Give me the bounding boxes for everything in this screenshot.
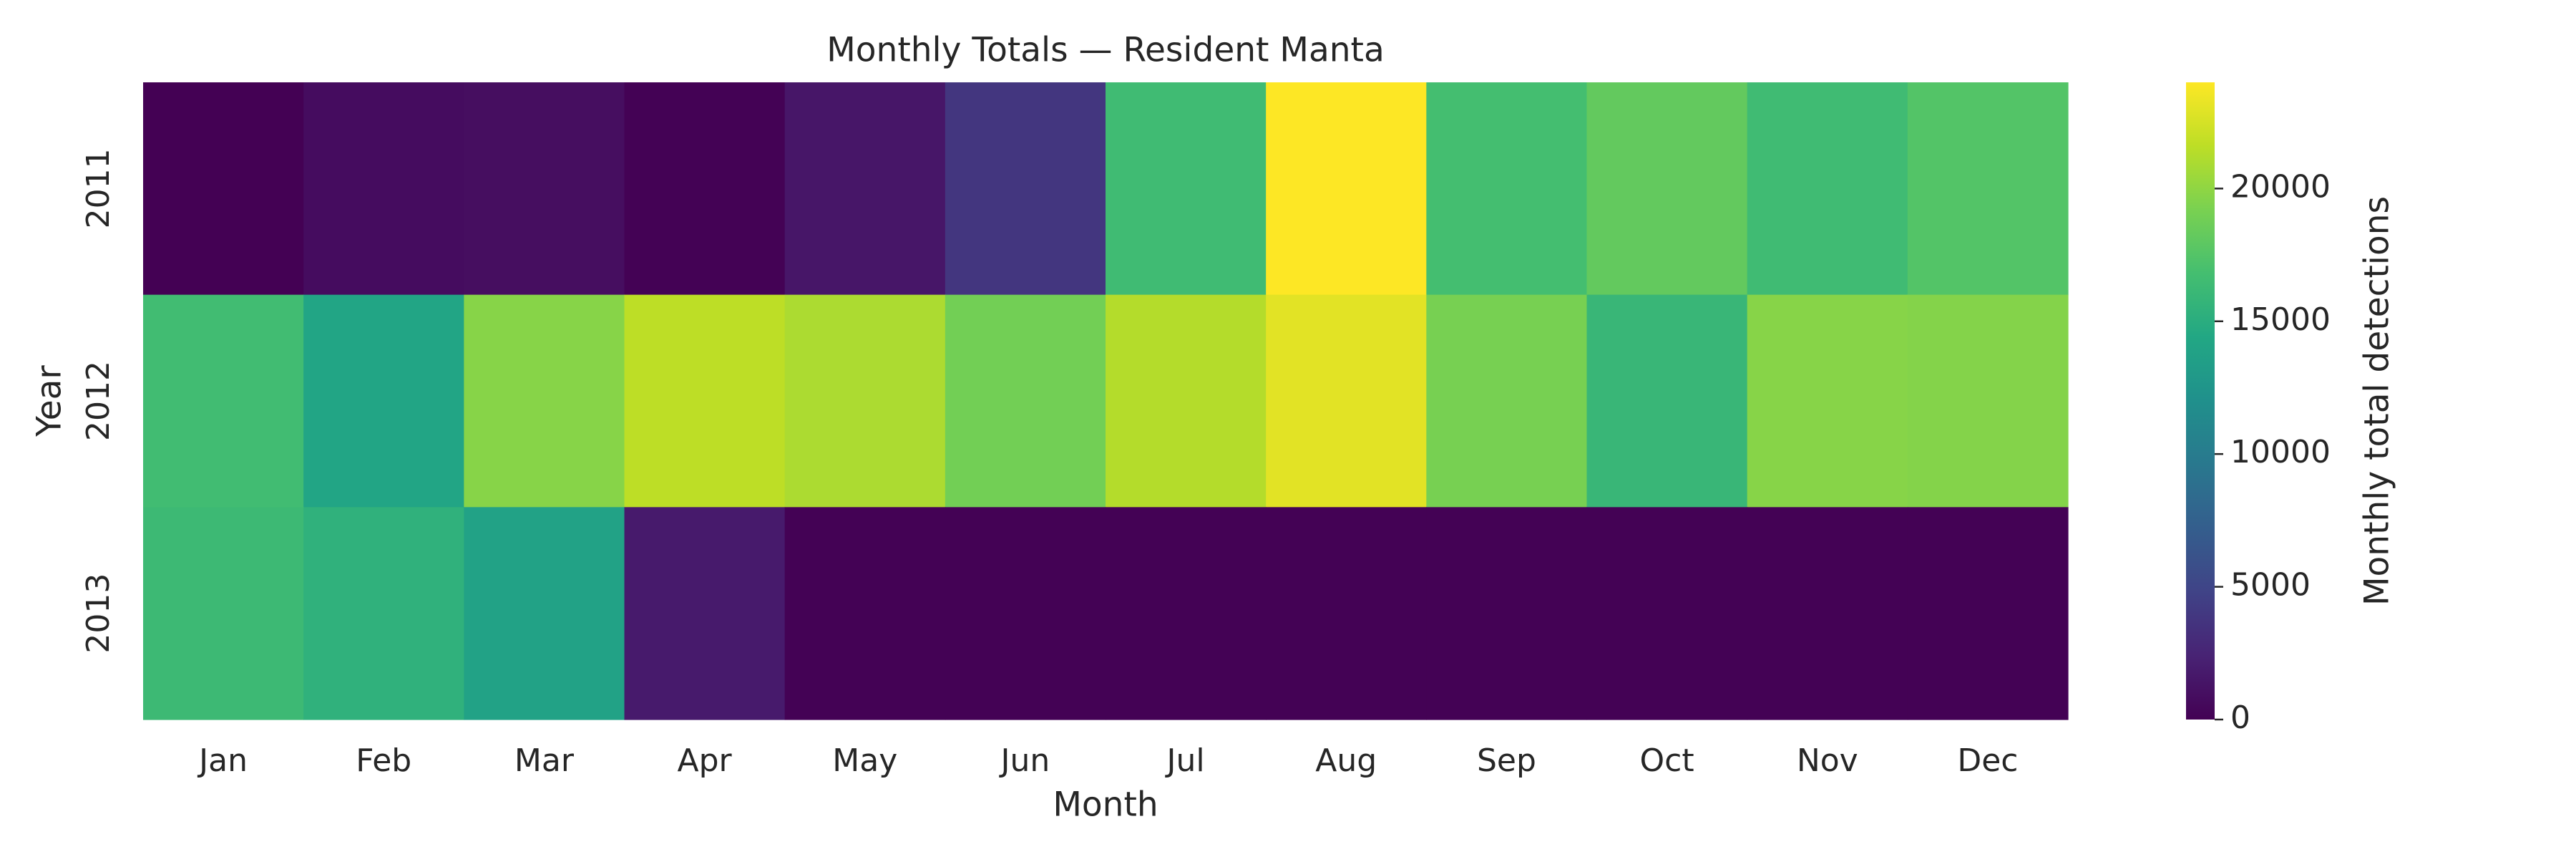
heatmap-cell-2012-jun <box>945 294 1106 508</box>
heatmap-cell-2013-nov <box>1747 507 1908 720</box>
chart-title: Monthly Totals — Resident Manta <box>826 31 1385 70</box>
heatmap-cell-2011-dec <box>1907 82 2069 296</box>
heatmap-cell-2011-feb <box>303 82 464 296</box>
heatmap-cell-2011-sep <box>1426 82 1588 296</box>
heatmap-cell-2011-jun <box>945 82 1106 296</box>
x-tick-label-feb: Feb <box>356 742 411 779</box>
heatmap-cell-2013-mar <box>464 507 625 720</box>
heatmap-cell-2013-dec <box>1907 507 2069 720</box>
heatmap-cell-2012-oct <box>1586 294 1748 508</box>
colorbar: 0 5000 10000 15000 20000 Monthly total detec… <box>2186 82 2397 736</box>
heatmap-cell-2013-oct <box>1586 507 1748 720</box>
x-tick-label-oct: Oct <box>1640 742 1694 779</box>
heatmap-cell-2012-nov <box>1747 294 1908 508</box>
heatmap-cell-2013-jul <box>1106 507 1267 720</box>
x-tick-label-nov: Nov <box>1797 742 1858 779</box>
x-tick-label-dec: Dec <box>1957 742 2018 779</box>
heatmap-cells <box>143 82 2069 720</box>
heatmap-cell-2011-apr <box>624 82 786 296</box>
x-tick-label-jan: Jan <box>197 742 248 779</box>
heatmap-cell-2011-jan <box>143 82 304 296</box>
heatmap-cell-2012-may <box>784 294 946 508</box>
heatmap-cell-2011-oct <box>1586 82 1748 296</box>
heatmap-cell-2012-mar <box>464 294 625 508</box>
heatmap-cell-2013-jun <box>945 507 1106 720</box>
x-tick-label-jun: Jun <box>999 742 1050 779</box>
heatmap-cell-2011-may <box>784 82 946 296</box>
x-tick-label-aug: Aug <box>1315 742 1377 779</box>
y-axis-label: Year <box>30 365 69 437</box>
heatmap-cell-2013-feb <box>303 507 464 720</box>
x-tick-label-jul: Jul <box>1165 742 1205 779</box>
colorbar-tick-label-20000: 20000 <box>2230 168 2331 205</box>
heatmap-cell-2013-aug <box>1266 507 1427 720</box>
heatmap-cell-2012-sep <box>1426 294 1588 508</box>
colorbar-tick-label-0: 0 <box>2230 699 2250 736</box>
heatmap-cell-2011-mar <box>464 82 625 296</box>
colorbar-tick-label-5000: 5000 <box>2230 567 2311 604</box>
colorbar-tick-label-15000: 15000 <box>2230 301 2331 338</box>
colorbar-gradient <box>2186 82 2215 720</box>
x-tick-label-may: May <box>832 742 897 779</box>
heatmap-cell-2013-apr <box>624 507 786 720</box>
x-axis-label: Month <box>1053 785 1158 825</box>
heatmap-cell-2012-dec <box>1907 294 2069 508</box>
colorbar-ticks: 0 5000 10000 15000 20000 <box>2215 168 2331 736</box>
x-tick-label-sep: Sep <box>1477 742 1536 779</box>
x-tick-labels: Jan Feb Mar Apr May Jun Jul Aug Sep Oct Nov Dec <box>197 742 2018 779</box>
heatmap-cell-2012-jul <box>1106 294 1267 508</box>
y-tick-label-2013: 2013 <box>80 573 117 654</box>
heatmap-cell-2011-aug <box>1266 82 1427 296</box>
heatmap-cell-2013-jan <box>143 507 304 720</box>
y-tick-label-2011: 2011 <box>80 148 117 228</box>
heatmap-cell-2011-jul <box>1106 82 1267 296</box>
heatmap-cell-2012-feb <box>303 294 464 508</box>
x-tick-label-mar: Mar <box>514 742 575 779</box>
heatmap-cell-2012-jan <box>143 294 304 508</box>
x-tick-label-apr: Apr <box>678 742 733 779</box>
y-tick-labels: 2011 2012 2013 <box>80 148 117 653</box>
heatmap-cell-2013-may <box>784 507 946 720</box>
heatmap-cell-2013-sep <box>1426 507 1588 720</box>
colorbar-tick-label-10000: 10000 <box>2230 434 2331 470</box>
colorbar-label: Monthly total detections <box>2358 196 2397 606</box>
y-tick-label-2012: 2012 <box>80 361 117 441</box>
heatmap-cell-2012-aug <box>1266 294 1427 508</box>
heatmap-cell-2012-apr <box>624 294 786 508</box>
heatmap-cell-2011-nov <box>1747 82 1908 296</box>
